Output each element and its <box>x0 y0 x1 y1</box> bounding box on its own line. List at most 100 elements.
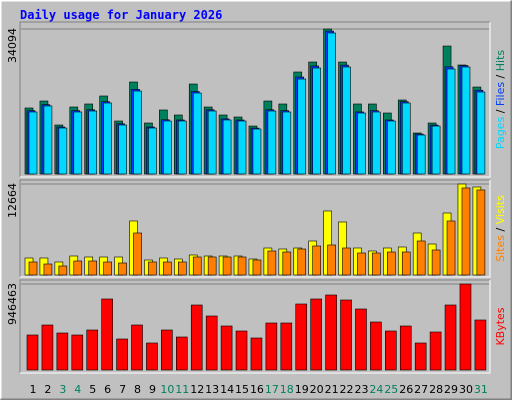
bar <box>28 111 38 175</box>
bar <box>267 250 277 276</box>
bar <box>476 91 486 175</box>
x-tick-label: 25 <box>384 383 398 396</box>
x-tick-label: 3 <box>59 383 66 396</box>
y-tick-label: 34094 <box>6 28 19 63</box>
x-tick-label: 13 <box>205 383 219 396</box>
frame-dark <box>19 279 490 373</box>
bar <box>429 331 442 371</box>
bar <box>131 324 143 371</box>
bar <box>459 283 472 371</box>
bar <box>325 294 337 371</box>
bar <box>446 68 456 175</box>
legend-entry: KBytes <box>494 307 507 345</box>
bar <box>297 78 307 175</box>
bar <box>357 112 366 175</box>
bar <box>43 105 53 175</box>
legend: KBytes <box>494 307 507 345</box>
bar <box>327 32 336 175</box>
x-tick-label: 31 <box>474 383 488 396</box>
bar <box>133 232 142 276</box>
x-tick-label: 16 <box>250 383 264 396</box>
bar <box>176 336 188 371</box>
bar <box>235 330 248 371</box>
bar <box>401 251 411 276</box>
bar <box>387 251 396 276</box>
bar <box>41 324 54 371</box>
bar <box>192 92 202 175</box>
bar <box>340 299 352 371</box>
legend-entry: Files <box>494 82 507 106</box>
bar <box>387 120 396 175</box>
bar <box>148 261 157 276</box>
legend-separator: / <box>494 106 507 117</box>
x-tick-label: 8 <box>134 383 141 396</box>
bar <box>192 256 202 276</box>
bar <box>190 304 203 371</box>
bar <box>237 120 247 175</box>
bar <box>444 304 457 371</box>
frame-light <box>20 22 491 178</box>
legend-entry: Visits <box>494 195 507 224</box>
bar <box>207 110 217 175</box>
bar <box>73 111 83 175</box>
bar <box>416 240 426 276</box>
legend: Sites / Visits <box>494 195 507 262</box>
bar <box>282 251 292 276</box>
bar <box>222 119 232 175</box>
y-tick-label: 946463 <box>6 283 19 325</box>
frame-dark <box>19 179 490 277</box>
x-tick-label: 5 <box>89 383 96 396</box>
bar <box>267 110 277 175</box>
bar <box>101 298 113 371</box>
bar <box>431 249 441 276</box>
bar <box>474 319 487 371</box>
bar <box>416 134 426 175</box>
legend-entry: Hits <box>494 50 507 72</box>
bar <box>370 321 382 371</box>
legend: Pages / Files / Hits <box>494 50 507 150</box>
x-tick-label: 21 <box>325 383 339 396</box>
legend-separator: / <box>494 224 507 235</box>
bar <box>414 342 427 371</box>
x-tick-label: 23 <box>354 383 368 396</box>
bar <box>146 342 158 371</box>
bar <box>297 248 307 276</box>
chart-title: Daily usage for January 2026 <box>20 8 222 22</box>
bar <box>461 187 471 276</box>
bar <box>237 256 247 276</box>
bar <box>399 325 412 371</box>
bar <box>252 128 262 175</box>
bar <box>58 127 68 175</box>
x-tick-label: 9 <box>149 383 156 396</box>
x-tick-label: 4 <box>74 383 81 396</box>
bar <box>280 322 293 371</box>
bar <box>342 66 351 175</box>
bar <box>252 259 262 276</box>
bar <box>222 256 232 276</box>
x-tick-label: 24 <box>369 383 383 396</box>
bar <box>58 265 68 276</box>
bar <box>178 120 187 175</box>
x-tick-label: 30 <box>459 383 473 396</box>
legend-entry: Pages <box>494 117 507 150</box>
bar <box>312 67 321 175</box>
bar <box>446 220 456 276</box>
bar <box>88 110 98 175</box>
y-tick-label: 12664 <box>6 183 19 218</box>
bar <box>312 245 321 276</box>
bar <box>295 303 308 371</box>
frame-dark <box>19 21 490 177</box>
bar <box>71 334 84 371</box>
bar <box>342 247 351 276</box>
bar <box>357 252 366 276</box>
bar <box>282 111 292 175</box>
bar <box>73 260 83 276</box>
x-tick-label: 14 <box>220 383 234 396</box>
bar <box>118 262 127 276</box>
bar <box>476 189 486 276</box>
bar <box>86 329 99 371</box>
bar <box>103 102 112 175</box>
bar <box>461 66 471 175</box>
bar <box>250 337 263 371</box>
